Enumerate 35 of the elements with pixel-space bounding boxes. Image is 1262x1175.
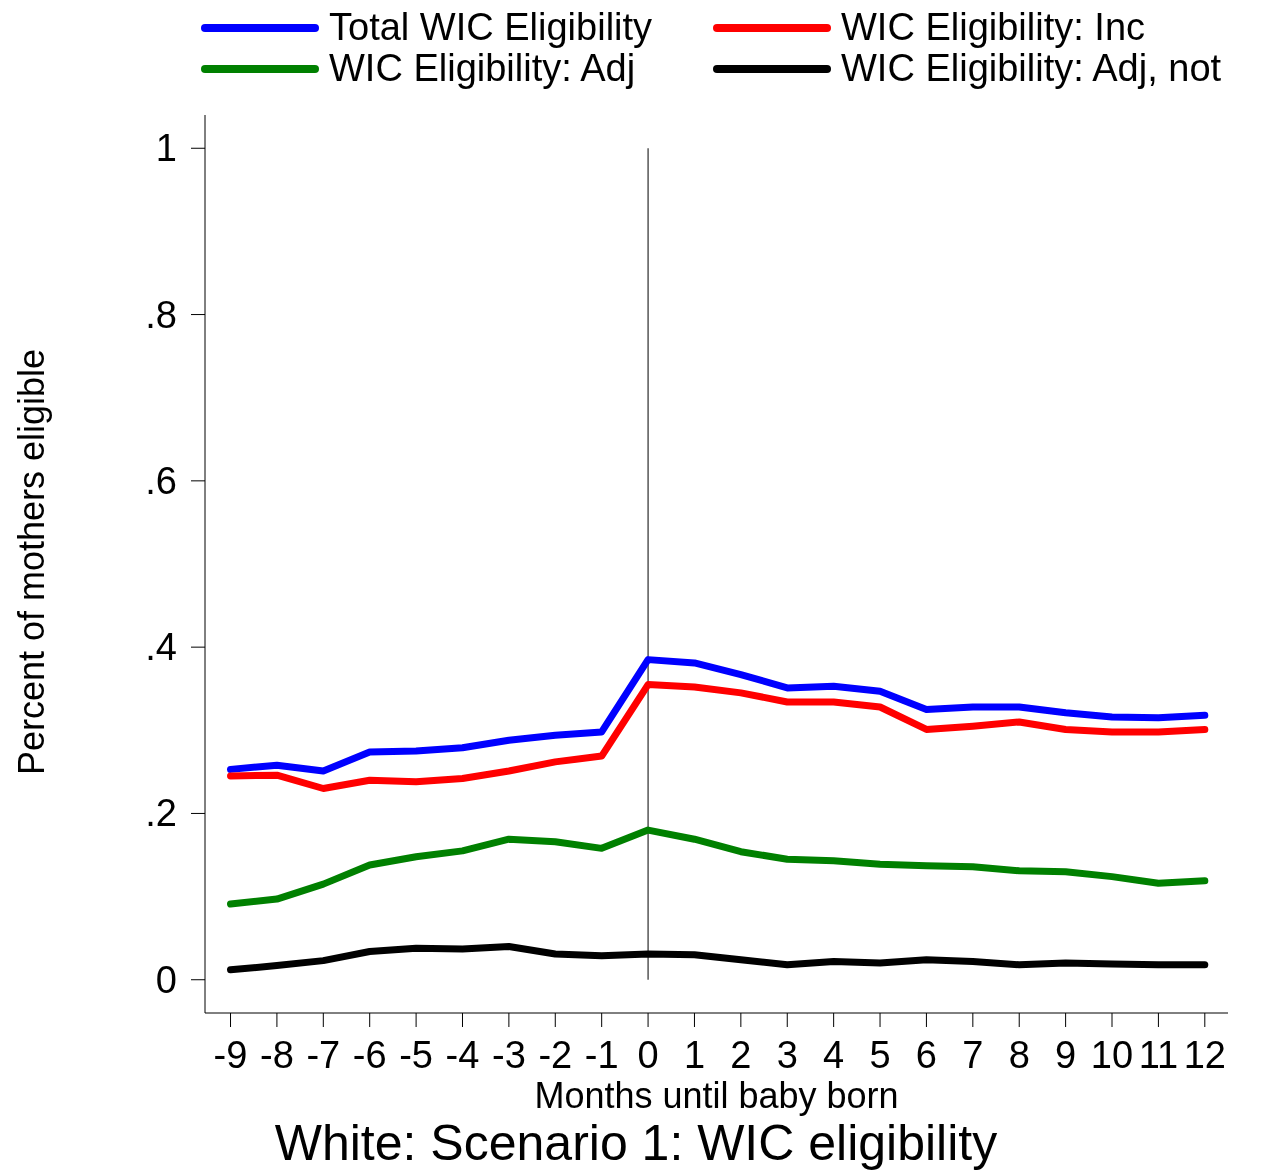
- x-tick-label: 6: [915, 1034, 938, 1076]
- x-tick-label: -9: [213, 1034, 248, 1076]
- x-axis-title: Months until baby born: [534, 1075, 899, 1116]
- legend-label: WIC Eligibility: Adj: [329, 47, 636, 89]
- x-tick-label: 1: [683, 1034, 706, 1076]
- x-tick-label: 10: [1090, 1034, 1134, 1076]
- x-tick-label: 0: [637, 1034, 659, 1076]
- legend-label: WIC Eligibility: Adj, not: [841, 47, 1222, 89]
- x-tick-label: 9: [1055, 1034, 1077, 1076]
- x-tick-label: 5: [869, 1034, 891, 1076]
- x-tick-label: -8: [260, 1034, 294, 1076]
- x-tick-label: -5: [399, 1034, 433, 1076]
- y-tick-label: .2: [145, 792, 177, 835]
- x-tick-label: -3: [491, 1034, 526, 1076]
- x-tick-label: 7: [962, 1034, 984, 1076]
- legend-label: WIC Eligibility: Inc: [841, 6, 1146, 48]
- y-tick-label: .6: [145, 459, 177, 502]
- x-tick-label: -7: [306, 1034, 341, 1076]
- y-tick-label: .4: [145, 626, 177, 669]
- x-tick-label: -1: [584, 1034, 619, 1076]
- x-tick-label: 3: [776, 1034, 798, 1076]
- x-tick-label: 12: [1183, 1034, 1226, 1076]
- x-tick-label: 2: [730, 1034, 752, 1076]
- y-tick-label: .8: [145, 293, 177, 336]
- x-tick-label: 11: [1138, 1034, 1179, 1076]
- text: White: Scenario 1: WIC eligibility: [274, 1115, 998, 1171]
- y-tick-label: 0: [155, 958, 177, 1001]
- x-tick-label: 4: [823, 1034, 845, 1076]
- x-tick-label: -2: [538, 1034, 573, 1076]
- x-tick-label: -6: [352, 1034, 387, 1076]
- x-tick-label: 8: [1008, 1034, 1030, 1076]
- y-axis-title: Percent of mothers eligible: [11, 348, 52, 776]
- legend-label: Total WIC Eligibility: [329, 6, 653, 48]
- x-tick-label: -4: [445, 1034, 480, 1076]
- y-tick-label: 1: [155, 127, 177, 170]
